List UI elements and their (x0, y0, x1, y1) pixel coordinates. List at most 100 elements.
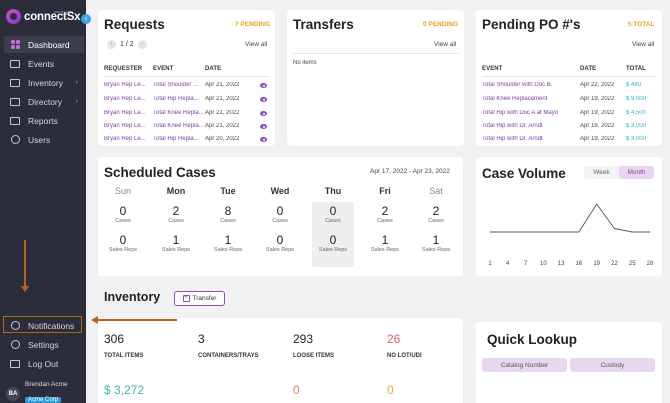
nav-label: Dashboard (28, 39, 70, 50)
reps-label: Sales Reps (213, 247, 243, 253)
po-total-cell: $ 480 (626, 82, 642, 88)
nav-reports[interactable]: Reports (4, 112, 84, 129)
requester-cell[interactable]: Bryan Rep Le... (104, 82, 146, 88)
requests-card (98, 10, 275, 146)
pending-po-view-all-link[interactable]: View all (632, 41, 655, 48)
containers-value: 3 (198, 332, 205, 346)
today-highlight (312, 202, 354, 267)
requester-cell[interactable]: Bryan Rep Le... (104, 96, 146, 102)
requester-cell[interactable]: Bryan Rep Le... (104, 123, 146, 129)
day-name: Wed (270, 186, 290, 196)
users-icon (8, 135, 22, 144)
logout-icon (8, 359, 22, 368)
cases-count: 8 (224, 204, 232, 218)
scheduled-date-range: Apr 17, 2022 - Apr 23, 2022 (370, 168, 450, 175)
eye-icon[interactable] (260, 111, 267, 116)
po-event-cell[interactable]: Total Hip with Doc A at Mayo (482, 110, 559, 116)
x-tick-label: 7 (523, 261, 528, 267)
brand-sub: SSO BY ALL (54, 10, 72, 14)
total-items-label: TOTAL ITEMS (104, 353, 144, 359)
event-cell[interactable]: Total Knee Repla... (153, 123, 203, 129)
pending-po-card (476, 10, 662, 146)
pending-po-total-badge: 5 TOTAL (628, 21, 655, 28)
nav-inventory[interactable]: Inventory › (4, 74, 84, 91)
nav-notifications[interactable]: Notifications (4, 317, 84, 334)
inventory-title: Inventory (104, 290, 161, 304)
brand-name: connectSx (24, 10, 81, 23)
prev-page-button[interactable]: ‹ (107, 40, 116, 49)
eye-icon[interactable] (260, 83, 267, 88)
day-name: Thu (324, 186, 342, 196)
user-profile[interactable]: BA Brendan Acme Acme Corp (6, 381, 68, 403)
day-column-sat[interactable]: Sat 2 Cases 1 Sales Reps (415, 186, 457, 253)
reps-label: Sales Reps (421, 247, 451, 253)
day-column-sun[interactable]: Sun 0 Cases 0 Sales Reps (102, 186, 144, 253)
transfer-button[interactable]: + Transfer (174, 291, 225, 306)
transfers-view-all-link[interactable]: View all (434, 41, 457, 48)
day-column-tue[interactable]: Tue 8 Cases 1 Sales Reps (207, 186, 249, 253)
event-cell[interactable]: Total Knee Repla... (153, 110, 203, 116)
po-event-cell[interactable]: Total Hip with Dr. Arndt (482, 136, 543, 142)
collapse-sidebar-button[interactable]: ‹ (81, 14, 91, 24)
nav-users[interactable]: Users (4, 131, 84, 148)
po-event-cell[interactable]: Total Shoulder with Doc B. (482, 82, 553, 88)
date-cell: Apr 21, 2022 (205, 82, 240, 88)
reps-label: Sales Reps (370, 247, 400, 253)
nav-events[interactable]: Events (4, 55, 84, 72)
nav-label: Log Out (28, 358, 59, 369)
date-cell: Apr 21, 2022 (205, 96, 240, 102)
requests-pager: ‹ 1 / 2 › (107, 40, 147, 49)
day-column-fri[interactable]: Fri 2 Cases 1 Sales Reps (364, 186, 406, 253)
requester-cell[interactable]: Bryan Rep Le... (104, 136, 146, 142)
dashboard-icon (8, 40, 22, 49)
nav-logout[interactable]: Log Out (4, 355, 84, 372)
eye-icon[interactable] (260, 137, 267, 142)
requests-view-all-link[interactable]: View all (245, 41, 268, 48)
chevron-right-icon: › (75, 79, 78, 86)
po-total-cell: $ 9,000 (626, 96, 647, 102)
nav-settings[interactable]: Settings (4, 336, 84, 353)
annotation-arrowhead-down (21, 286, 29, 292)
po-date-cell: Apr 16, 2022 (580, 123, 615, 129)
transfer-label: Transfer (192, 295, 217, 302)
day-column-mon[interactable]: Mon 2 Cases 1 Sales Reps (155, 186, 197, 253)
inventory-value-money: $ 3,272 (104, 383, 145, 397)
nav-label: Users (28, 134, 51, 145)
col-header-requester: REQUESTER (104, 66, 143, 72)
loose-items-label: LOOSE ITEMS (293, 353, 335, 359)
col-header-event: EVENT (482, 66, 503, 72)
quick-lookup-title: Quick Lookup (487, 332, 578, 347)
event-cell[interactable]: Total Shoulder ... (153, 82, 199, 88)
brand-logo[interactable]: connectSx (6, 9, 81, 24)
calendar-icon (8, 59, 22, 68)
nav-directory[interactable]: Directory › (4, 93, 84, 110)
toggle-week[interactable]: Week (593, 169, 610, 176)
reps-label: Sales Reps (265, 247, 295, 253)
catalog-number-button[interactable]: Catalog Number (482, 358, 567, 372)
event-cell[interactable]: Total Hip Repla... (153, 136, 199, 142)
po-date-cell: Apr 19, 2022 (580, 136, 615, 142)
day-column-wed[interactable]: Wed 0 Cases 0 Sales Reps (259, 186, 301, 253)
transfers-title: Transfers (293, 17, 354, 32)
eye-icon[interactable] (260, 97, 267, 102)
event-cell[interactable]: Total Hip Repla... (153, 96, 199, 102)
requests-pending-badge: 7 PENDING (235, 21, 271, 28)
day-name: Sun (114, 186, 131, 196)
nav-label: Notifications (28, 320, 75, 331)
case-volume-title: Case Volume (482, 166, 566, 181)
po-event-cell[interactable]: Total Knee Replacement (482, 96, 548, 102)
transfers-card (287, 10, 464, 146)
po-event-cell[interactable]: Total Hip with Dr. Arndt (482, 123, 543, 129)
period-toggle[interactable]: Week Month (584, 166, 654, 179)
day-column-thu[interactable]: Thu 0 Cases 0 Sales Reps (312, 186, 354, 253)
cases-count: 2 (432, 204, 440, 218)
toggle-month[interactable]: Month (619, 166, 654, 179)
next-page-button[interactable]: › (137, 40, 147, 49)
eye-icon[interactable] (260, 124, 267, 129)
x-tick-label: 4 (506, 261, 510, 267)
custody-button[interactable]: Custody (570, 358, 655, 372)
requester-cell[interactable]: Bryan Rep Le... (104, 110, 146, 116)
annotation-arrow-down (24, 240, 26, 288)
reports-icon (8, 116, 22, 125)
nav-dashboard[interactable]: Dashboard (4, 36, 84, 53)
